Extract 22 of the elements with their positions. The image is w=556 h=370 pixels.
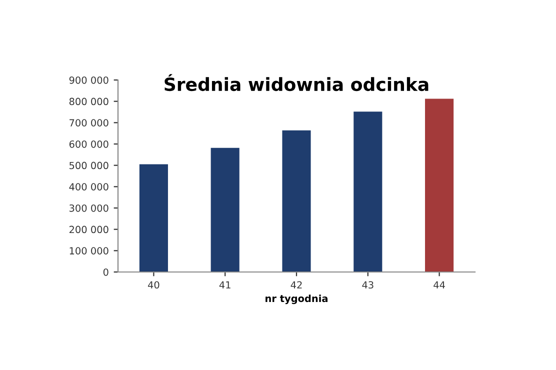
x-tick-label: 41: [219, 281, 230, 288]
bar: [354, 112, 382, 272]
y-tick-label: 900 000: [69, 76, 108, 84]
x-tick-label: 42: [290, 281, 302, 288]
x-tick-label: 44: [434, 281, 445, 288]
y-tick-label: 200 000: [69, 226, 108, 234]
y-tick-label: 400 000: [69, 183, 108, 190]
y-tick-label: 600 000: [69, 140, 108, 148]
y-tick-label: 700 000: [70, 119, 108, 126]
y-tick-label: 500 000: [70, 162, 108, 170]
bar: [139, 164, 168, 272]
bar: [282, 130, 311, 272]
x-axis-title: nr tygodnia: [266, 294, 328, 304]
x-tick-label: 40: [148, 281, 160, 289]
bar: [210, 148, 240, 272]
y-tick-label: 800 000: [69, 98, 108, 106]
y-tick-label: 0: [103, 268, 108, 276]
bar: [425, 98, 454, 272]
chart-title: Średnia widownia odcinka: [164, 74, 428, 92]
y-tick-label: 100 000: [70, 247, 108, 254]
x-tick-label: 43: [362, 281, 374, 289]
y-tick-label: 300 000: [70, 204, 108, 212]
